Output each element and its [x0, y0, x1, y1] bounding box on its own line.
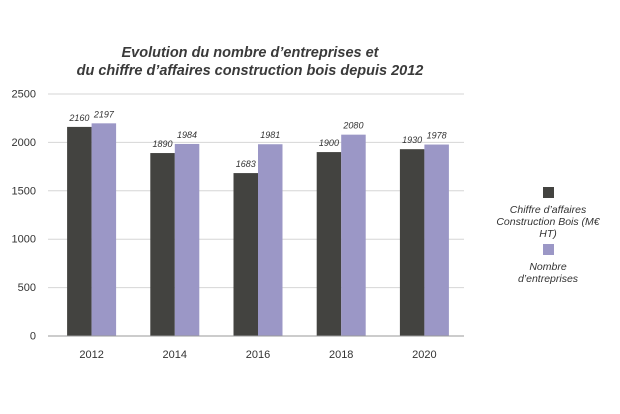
chart-title-line-2: du chiffre d’affaires construction bois … [76, 63, 424, 79]
y-tick-label-500: 500 [18, 282, 36, 294]
data-label-companies-2018: 2080 [342, 121, 363, 131]
bar-companies-2018 [341, 134, 366, 336]
bar-companies-2014 [174, 143, 200, 336]
data-label-revenue-2016: 1683 [236, 159, 256, 169]
bar-revenue-2014 [150, 153, 175, 336]
legend-swatch-revenue [542, 187, 554, 198]
x-tick-label-2012: 2012 [79, 349, 103, 361]
data-label-revenue-2020: 1930 [402, 135, 422, 145]
data-label-revenue-2012: 2160 [68, 113, 89, 123]
legend-item-revenue: Chiffre d’affaires Construction Bois (M€… [488, 187, 608, 240]
legend-label-companies-line-2: d’entreprises [517, 273, 579, 285]
data-label-companies-2020: 1978 [427, 131, 447, 141]
chart-title: Evolution du nombre d’entreprises et du … [60, 44, 440, 80]
x-tick-label-2014: 2014 [163, 349, 187, 361]
chart-title-line-1: Evolution du nombre d’entreprises et [121, 45, 379, 61]
legend-label-companies-line-1: Nombre [529, 261, 567, 273]
y-tick-label-1500: 1500 [12, 185, 36, 197]
legend-item-companies: Nombre d’entreprises [488, 244, 608, 285]
y-tick-label-0: 0 [30, 331, 36, 343]
x-tick-label-2016: 2016 [246, 349, 270, 361]
data-label-companies-2014: 1984 [177, 130, 197, 140]
bar-revenue-2012 [67, 126, 92, 336]
x-tick-label-2020: 2020 [412, 349, 436, 361]
legend-label-revenue-line-1: Chiffre d’affaires [509, 204, 587, 216]
legend-swatch-companies [542, 244, 554, 255]
y-tick-label-2000: 2000 [12, 137, 36, 149]
bar-revenue-2016 [233, 173, 258, 336]
data-label-revenue-2014: 1890 [153, 139, 173, 149]
data-label-companies-2016: 1981 [260, 130, 280, 140]
bar-revenue-2018 [316, 152, 342, 336]
data-label-revenue-2018: 1900 [319, 138, 339, 148]
bar-revenue-2020 [399, 149, 425, 336]
legend-label-revenue-line-2: Construction Bois (M€ HT) [496, 216, 600, 240]
bar-companies-2020 [424, 144, 449, 336]
x-tick-label-2018: 2018 [329, 349, 353, 361]
legend-label-revenue: Chiffre d’affaires Construction Bois (M€… [488, 204, 608, 240]
y-tick-label-1000: 1000 [12, 234, 36, 246]
y-tick-label-2500: 2500 [12, 89, 36, 101]
data-label-companies-2012: 2197 [93, 109, 115, 119]
bar-companies-2016 [258, 144, 283, 336]
legend-label-companies: Nombre d’entreprises [488, 261, 608, 285]
bar-companies-2012 [91, 123, 117, 336]
